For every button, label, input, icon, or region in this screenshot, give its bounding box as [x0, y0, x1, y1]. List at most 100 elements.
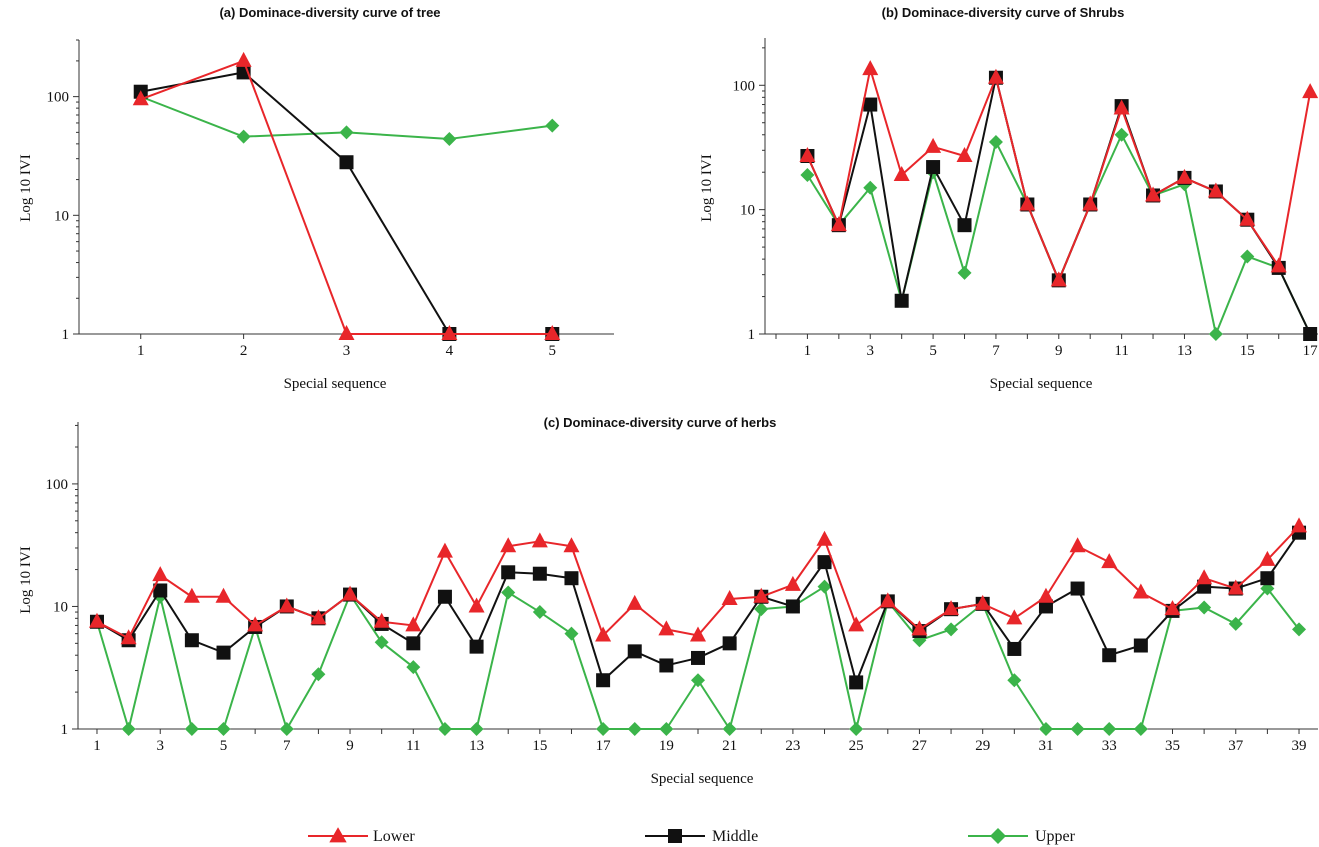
panel-c-point-middle	[153, 583, 168, 598]
panel-c-point-middle	[596, 673, 611, 688]
panel-c-point-lower	[468, 597, 485, 613]
panel-a-line-middle	[140, 71, 553, 335]
panel-b-x-axis-label: Special sequence	[990, 376, 1093, 392]
panel-a-line-lower	[140, 59, 553, 335]
panel-c-point-middle	[1260, 571, 1275, 586]
panel-b-point-lower	[1270, 257, 1287, 273]
panel-b-point-lower	[1019, 195, 1036, 211]
panel-c-point-lower	[373, 612, 390, 628]
panel-b-x-tick-label: 1	[804, 343, 812, 359]
panel-c-point-lower	[247, 616, 264, 632]
panel-c-point-lower	[1259, 550, 1276, 566]
panel-c-point-upper	[1133, 722, 1148, 736]
panel-c-point-upper	[1292, 622, 1307, 637]
panel-c-point-lower	[721, 590, 738, 606]
panel-c-point-lower	[120, 629, 137, 645]
panel-b-point-lower	[1207, 182, 1224, 198]
panel-c-x-tick-label: 7	[283, 738, 291, 754]
panel-c-point-upper	[659, 722, 674, 736]
panel-c-x-tick-label: 29	[975, 738, 990, 754]
panel-c-point-upper	[1007, 673, 1022, 688]
legend-diamond-marker	[990, 828, 1006, 844]
panel-b-shrubs: (b) Dominace-diversity curve of Shrubs L…	[699, 5, 1319, 392]
panel-c-point-lower	[405, 616, 422, 632]
panel-c-point-lower	[1037, 587, 1054, 603]
panel-c-y-tick-label: 100	[46, 477, 69, 493]
panel-c-point-lower	[626, 594, 643, 610]
panel-c-x-tick-label: 23	[785, 738, 800, 754]
panel-c-point-upper	[437, 722, 452, 736]
panel-c-point-middle	[1070, 581, 1085, 596]
panel-b-series-upper	[800, 127, 1318, 341]
panel-c-series-lower	[88, 517, 1308, 645]
panel-a-point-lower	[132, 90, 149, 106]
panel-b-line-middle	[806, 76, 1312, 335]
panel-b-x-tick-label: 3	[867, 343, 875, 359]
panel-c-point-upper	[1070, 722, 1085, 736]
panel-c-title: (c) Dominace-diversity curve of herbs	[544, 415, 777, 430]
panel-c-point-middle	[1007, 641, 1022, 656]
panel-c-point-middle	[627, 644, 642, 659]
panel-c-point-lower	[974, 594, 991, 610]
panel-a-x-tick-label: 2	[240, 343, 248, 359]
panel-b-point-lower	[1176, 168, 1193, 184]
panel-c-point-upper	[722, 722, 737, 736]
panel-c-x-tick-label: 3	[156, 738, 164, 754]
panel-a-series-middle	[133, 65, 560, 341]
panel-b-point-lower	[987, 68, 1004, 84]
panel-c-point-upper	[311, 667, 326, 682]
panel-c-point-middle	[691, 650, 705, 665]
panel-c-point-lower	[1101, 553, 1118, 569]
panel-c-point-upper	[532, 605, 547, 620]
panel-a-y-tick-label: 100	[47, 90, 70, 106]
panel-b-point-upper	[957, 265, 972, 280]
panel-c-x-tick-label: 17	[596, 738, 612, 754]
panel-a-x-tick-label: 3	[343, 343, 351, 359]
panel-c-point-middle	[501, 565, 516, 580]
panel-c-x-tick-label: 21	[722, 738, 737, 754]
panel-b-point-lower	[1082, 195, 1099, 211]
panel-a-tree: (a) Dominace-diversity curve of tree Log…	[18, 5, 614, 392]
panel-a-point-middle	[339, 155, 354, 170]
panel-c-point-lower	[848, 616, 865, 632]
panel-c-point-upper	[1197, 600, 1212, 615]
panel-c-point-lower	[911, 620, 928, 636]
panel-a-point-upper	[442, 131, 457, 146]
panel-a-x-tick-label: 1	[137, 343, 145, 359]
panel-a-x-axis-label: Special sequence	[284, 376, 387, 392]
panel-b-series-lower	[799, 60, 1319, 287]
panel-c-x-tick-label: 27	[912, 738, 928, 754]
panel-b-x-tick-label: 7	[992, 343, 1000, 359]
panel-c-point-middle	[564, 571, 579, 586]
panel-c-point-upper	[501, 585, 516, 600]
legend-square-marker	[668, 829, 682, 843]
panel-a-y-axis-label: Log 10 IVI	[18, 154, 34, 222]
panel-c-point-middle	[406, 636, 421, 651]
panel-c-point-upper	[817, 579, 832, 594]
panel-c-point-lower	[879, 592, 896, 608]
panel-c-point-upper	[1102, 722, 1117, 736]
panel-a-x-tick-label: 4	[446, 343, 454, 359]
panel-c-point-upper	[121, 722, 136, 736]
panel-c-point-lower	[342, 585, 359, 601]
legend-item-upper: Upper	[968, 828, 1076, 845]
panel-c-point-lower	[310, 609, 327, 625]
panel-b-point-upper	[1240, 249, 1255, 264]
panel-a-y-tick-label: 1	[62, 327, 70, 343]
panel-c-point-upper	[469, 722, 484, 736]
legend-label-lower: Lower	[373, 828, 415, 845]
panel-c-point-lower	[1291, 517, 1308, 533]
panel-b-point-lower	[893, 165, 910, 181]
panel-c-point-lower	[690, 626, 706, 642]
panel-c-point-lower	[1196, 569, 1213, 585]
panel-c-x-tick-label: 9	[346, 738, 354, 754]
panel-c-point-middle	[1102, 648, 1117, 663]
panel-c-x-tick-label: 19	[659, 738, 674, 754]
panel-b-series-middle	[800, 70, 1318, 341]
panel-b-point-lower	[1050, 271, 1067, 287]
panel-a-series-lower	[132, 51, 561, 340]
panel-c-point-lower	[215, 587, 232, 603]
panel-c-point-middle	[817, 555, 832, 570]
panel-c-point-lower	[943, 600, 960, 616]
